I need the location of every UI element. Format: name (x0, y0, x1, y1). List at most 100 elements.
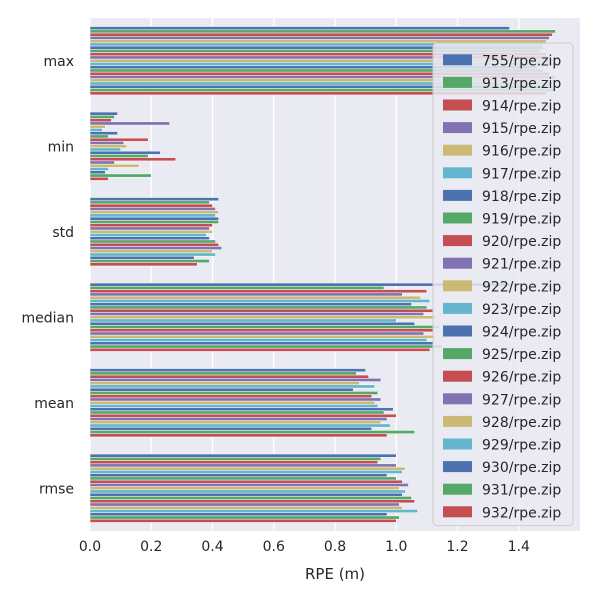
bar-median-929rpezip (89, 338, 428, 342)
bar-std-917rpezip (89, 213, 216, 218)
legend-label: 929/rpe.zip (482, 438, 561, 454)
bar-std-922rpezip (89, 229, 213, 234)
legend-swatch (443, 325, 472, 337)
legend-label: 915/rpe.zip (482, 121, 561, 137)
bar-mean-919rpezip (89, 391, 379, 395)
legend-label: 930/rpe.zip (482, 460, 561, 476)
y-tick-label: mean (34, 396, 74, 412)
bar-std-929rpezip (89, 252, 216, 257)
bar-min-922rpezip (89, 144, 127, 149)
legend-label: 923/rpe.zip (482, 302, 561, 318)
bar-median-923rpezip (89, 318, 397, 323)
bar-rmse-755rpezip (89, 453, 397, 458)
bar-min-916rpezip (89, 124, 106, 129)
bar-std-924rpezip (89, 236, 210, 241)
bar-std-920rpezip (89, 223, 213, 228)
bar-rmse-916rpezip (89, 466, 406, 471)
bar-mean-929rpezip (89, 423, 391, 428)
bar-min-929rpezip (89, 167, 109, 171)
bar-median-916rpezip (89, 295, 421, 300)
bar-std-918rpezip (89, 216, 219, 221)
legend-swatch (443, 415, 472, 427)
bar-median-927rpezip (89, 331, 425, 336)
bar-min-925rpezip (89, 154, 149, 158)
bar-median-931rpezip (89, 344, 443, 349)
bar-min-915rpezip (89, 121, 170, 126)
x-axis-label: RPE (m) (305, 565, 365, 583)
bar-std-927rpezip (89, 246, 222, 250)
x-tick-label: 0.4 (201, 539, 223, 555)
x-tick-label: 0.8 (324, 539, 346, 555)
bar-min-932rpezip (89, 176, 109, 181)
legend-label: 919/rpe.zip (482, 212, 561, 228)
bar-std-932rpezip (89, 262, 198, 267)
legend-swatch (443, 76, 472, 88)
bar-min-927rpezip (89, 160, 115, 165)
bar-max-755rpezip (89, 26, 510, 31)
bar-median-920rpezip (89, 308, 434, 313)
bar-median-924rpezip (89, 321, 415, 326)
bars (89, 26, 556, 523)
bar-median-928rpezip (89, 334, 437, 339)
bar-mean-930rpezip (89, 426, 372, 431)
legend-box (432, 42, 574, 527)
legend-swatch (443, 393, 472, 405)
legend-label: 916/rpe.zip (482, 144, 561, 160)
bar-min-917rpezip (89, 128, 103, 132)
legend-label: 920/rpe.zip (482, 234, 561, 250)
legend-swatch (443, 235, 472, 247)
x-tick-label: 0.2 (140, 539, 162, 555)
bar-median-918rpezip (89, 302, 412, 307)
y-tick-label: max (43, 54, 74, 70)
bar-min-755rpezip (89, 111, 118, 116)
legend-swatch (443, 167, 472, 179)
bar-mean-928rpezip (89, 420, 382, 425)
legend: 755/rpe.zip 913/rpe.zip 914/rpe.zip 915/rpe… (432, 42, 574, 527)
bar-mean-931rpezip (89, 430, 415, 434)
bar-max-916rpezip (89, 39, 547, 44)
bar-rmse-917rpezip (89, 470, 403, 474)
bar-min-914rpezip (89, 118, 112, 123)
bar-median-932rpezip (89, 347, 431, 352)
y-tick-label: median (22, 310, 74, 326)
bar-mean-915rpezip (89, 378, 382, 382)
bar-min-920rpezip (89, 137, 149, 142)
legend-label: 918/rpe.zip (482, 189, 561, 205)
bar-rmse-919rpezip (89, 476, 397, 481)
x-tick-label: 0.6 (263, 539, 285, 555)
bar-std-914rpezip (89, 203, 213, 208)
bar-mean-927rpezip (89, 417, 388, 421)
bar-std-925rpezip (89, 239, 216, 244)
bar-rmse-921rpezip (89, 483, 409, 487)
legend-label: 925/rpe.zip (482, 347, 561, 363)
bar-std-919rpezip (89, 220, 219, 224)
bar-rmse-932rpezip (89, 518, 397, 523)
bar-max-914rpezip (89, 32, 553, 37)
x-tick-label: 1.0 (385, 539, 407, 555)
legend-swatch (443, 122, 472, 134)
y-tick-label: std (52, 225, 74, 241)
bar-rmse-928rpezip (89, 505, 403, 510)
bar-std-921rpezip (89, 226, 210, 231)
legend-swatch (443, 257, 472, 269)
bar-rmse-927rpezip (89, 502, 400, 507)
bar-mean-924rpezip (89, 407, 394, 412)
legend-label: 922/rpe.zip (482, 279, 561, 295)
legend-swatch (443, 54, 472, 66)
bar-mean-922rpezip (89, 400, 376, 405)
bar-rmse-924rpezip (89, 492, 403, 497)
bar-std-926rpezip (89, 242, 219, 247)
bar-std-923rpezip (89, 233, 207, 237)
bar-median-922rpezip (89, 315, 437, 320)
bar-rmse-918rpezip (89, 473, 388, 478)
legend-swatch (443, 348, 472, 360)
bar-mean-918rpezip (89, 387, 354, 392)
bar-std-915rpezip (89, 207, 216, 211)
bar-mean-925rpezip (89, 410, 385, 415)
bar-std-755rpezip (89, 197, 219, 202)
x-tick-label: 1.2 (446, 539, 468, 555)
bar-mean-755rpezip (89, 368, 366, 373)
bar-std-930rpezip (89, 255, 195, 260)
bar-rmse-920rpezip (89, 479, 403, 484)
bar-min-926rpezip (89, 157, 176, 162)
